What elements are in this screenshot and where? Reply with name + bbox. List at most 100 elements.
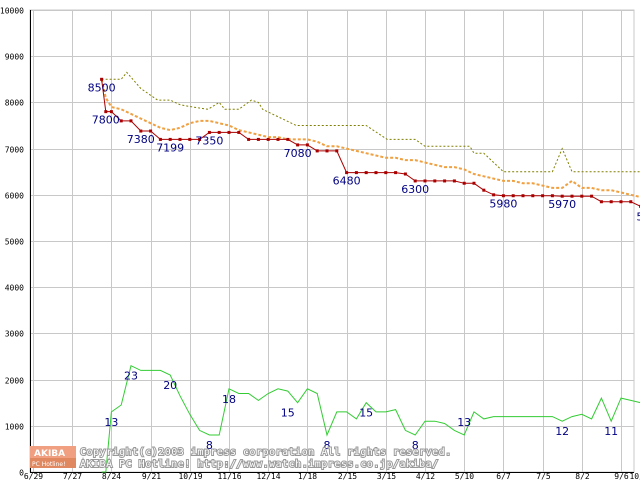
y-tick-label: 3000 — [5, 330, 24, 339]
series-line-max_price — [101, 71, 640, 173]
y-tick-label: 5000 — [5, 238, 24, 247]
y-tick-label: 1000 — [5, 423, 24, 432]
x-tick-label: 4/12 — [416, 472, 435, 480]
point-min_price — [325, 149, 329, 153]
x-tick-label: 5/10 — [455, 472, 474, 480]
point-min_price — [178, 137, 182, 141]
point-min_price — [609, 200, 613, 204]
point-min_price — [384, 171, 388, 175]
point-min_price — [629, 200, 633, 204]
point-min_price — [590, 194, 594, 198]
x-tick-label: 10/13 — [629, 472, 640, 480]
point-min_price — [247, 137, 251, 141]
point-min_price — [129, 119, 133, 123]
x-tick-label: 9/21 — [142, 472, 161, 480]
point-min_price — [511, 194, 515, 198]
point-min_price — [188, 137, 192, 141]
point-min_price — [296, 143, 300, 147]
point-min_price — [413, 179, 417, 183]
point-min_price — [492, 193, 496, 197]
series-line-shop_count — [101, 364, 640, 473]
x-tick-label: 11/16 — [217, 472, 241, 480]
data-label: 6480 — [333, 175, 361, 188]
y-tick-label: 10000 — [0, 7, 24, 16]
x-tick-label: 10/19 — [178, 472, 202, 480]
point-min_price — [364, 171, 368, 175]
series-line-avg_price — [100, 79, 640, 198]
point-min_price — [335, 149, 339, 153]
point-min_price — [580, 194, 584, 198]
point-min_price — [550, 194, 554, 198]
point-min_price — [462, 181, 466, 185]
data-label: 5700 — [636, 211, 640, 224]
point-min_price — [158, 137, 162, 141]
y-tick-label: 2000 — [5, 377, 24, 386]
data-label: 15 — [281, 407, 295, 420]
point-min_price — [256, 137, 260, 141]
y-tick-label: 6000 — [5, 192, 24, 201]
x-tick-label: 12/14 — [256, 472, 280, 480]
series-line-min_price — [101, 79, 640, 207]
copyright-line: Copyright(c)2003 impress corporation All… — [80, 447, 452, 458]
data-label: 5970 — [548, 198, 576, 211]
logo-bottom-box — [30, 458, 76, 468]
point-min_price — [168, 137, 172, 141]
data-label: 13 — [457, 416, 471, 429]
point-min_price — [354, 171, 358, 175]
point-min_price — [374, 171, 378, 175]
data-label: 15 — [359, 407, 373, 420]
logo-top-text: AKIBA — [34, 449, 65, 459]
point-min_price — [100, 77, 104, 81]
point-min_price — [423, 179, 427, 183]
y-axis-ticks: 0 1000 2000 3000 4000 5000 6000 7000 8000 9000 100… — [0, 7, 24, 478]
point-min_price — [237, 130, 241, 134]
y-tick-label: 9000 — [5, 53, 24, 62]
x-tick-label: 6/29 — [24, 472, 43, 480]
point-min_price — [394, 171, 398, 175]
x-tick-label: 2/15 — [338, 472, 357, 480]
data-label: 7350 — [195, 134, 223, 147]
point-min_price — [541, 194, 545, 198]
point-min_price — [207, 130, 211, 134]
point-min_price — [452, 179, 456, 183]
data-label: 8 — [412, 439, 419, 452]
point-min_price — [139, 129, 143, 133]
series-group — [100, 71, 640, 473]
point-min_price — [227, 130, 231, 134]
logo-bottom-text: PC Hotline! — [32, 461, 65, 468]
data-label: 7800 — [92, 114, 120, 127]
data-label: 7380 — [127, 133, 155, 146]
x-tick-label: 7/27 — [63, 472, 82, 480]
point-min_price — [482, 188, 486, 192]
point-min_price — [104, 110, 108, 114]
x-tick-label: 8/24 — [102, 472, 121, 480]
point-min_price — [286, 137, 290, 141]
point-min_price — [403, 172, 407, 176]
data-label: 8500 — [88, 81, 116, 94]
data-label: 6300 — [401, 183, 429, 196]
url-line: AKIBA PC Hotline! http://www.watch.impre… — [80, 459, 439, 470]
logo-top-box — [30, 446, 76, 458]
point-min_price — [599, 200, 603, 204]
point-min_price — [501, 194, 505, 198]
data-label: 11 — [604, 425, 618, 438]
x-axis-ticks: 6/29 7/27 8/24 9/21 10/19 11/16 12/14 1/18 2/15 3… — [24, 472, 640, 480]
data-label: 8 — [324, 439, 331, 452]
point-min_price — [276, 137, 280, 141]
y-tick-label: 7000 — [5, 146, 24, 155]
x-tick-label: 6/7 — [496, 472, 511, 480]
x-tick-label: 8/2 — [575, 472, 590, 480]
data-label: 5980 — [489, 198, 517, 211]
data-label: 18 — [222, 393, 236, 406]
data-label: 8 — [206, 439, 213, 452]
point-min_price — [570, 194, 574, 198]
point-min_price — [521, 194, 525, 198]
point-min_price — [119, 119, 123, 123]
point-min_price — [560, 194, 564, 198]
x-tick-label: 3/15 — [377, 472, 396, 480]
point-min_price — [149, 129, 153, 133]
grid — [29, 9, 635, 473]
data-label: 13 — [104, 416, 118, 429]
